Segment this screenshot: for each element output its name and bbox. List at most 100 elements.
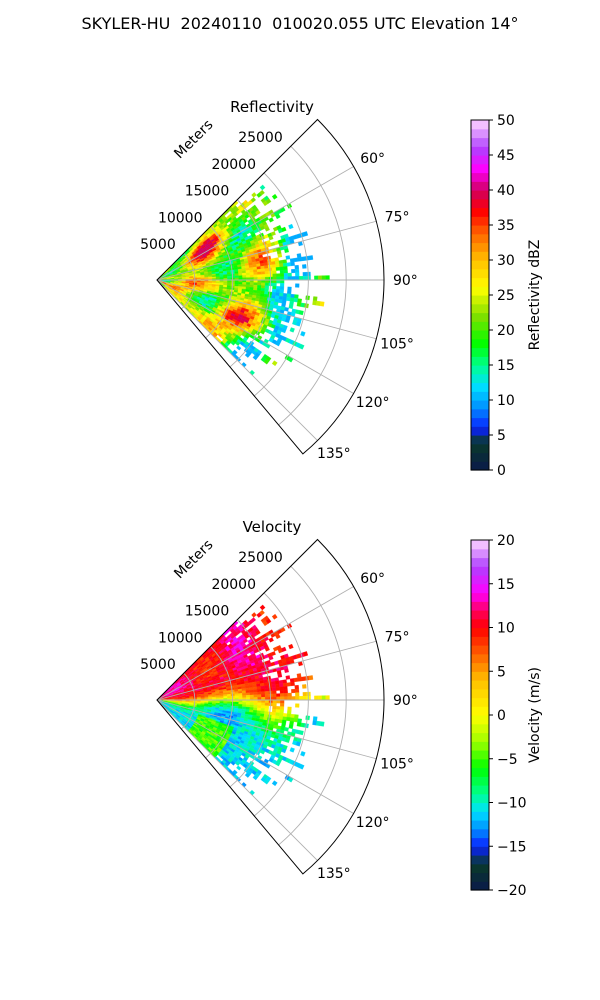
data-cell	[257, 705, 262, 709]
data-cell	[272, 276, 277, 281]
data-cell	[289, 258, 295, 263]
data-cell	[285, 675, 291, 680]
theta-tick-label: 105°	[380, 756, 414, 772]
data-cell	[288, 304, 294, 309]
panel-title: Velocity	[243, 518, 302, 536]
data-field	[158, 184, 330, 376]
data-cell	[302, 684, 307, 689]
data-cell	[261, 274, 266, 278]
range-tick-label: 5000	[140, 237, 176, 253]
theta-tick-label: 60°	[360, 571, 385, 587]
data-cell	[284, 307, 289, 312]
data-cell	[298, 730, 304, 736]
data-cell	[257, 702, 262, 706]
colorbar-segment	[471, 820, 489, 830]
data-cell	[253, 269, 258, 273]
data-cell	[302, 692, 307, 697]
data-cell	[290, 681, 295, 687]
data-cell	[270, 231, 276, 236]
data-cell	[271, 780, 278, 787]
colorbar-segment	[471, 347, 489, 357]
data-cell	[302, 275, 307, 281]
colorbar-segment	[471, 400, 489, 410]
data-cell	[264, 265, 269, 269]
data-cell	[277, 673, 283, 678]
data-cell	[272, 693, 277, 698]
data-cell	[253, 284, 258, 289]
data-cell	[275, 263, 280, 268]
colorbar-segment	[471, 610, 489, 620]
data-cell	[257, 271, 262, 275]
data-cell	[286, 293, 292, 298]
data-cell	[242, 695, 247, 698]
data-cell	[286, 262, 292, 267]
data-cell	[249, 369, 255, 376]
colorbar-segment	[471, 172, 489, 182]
data-cell	[278, 679, 284, 685]
data-cell	[275, 686, 281, 691]
data-cell	[276, 706, 281, 710]
colorbar-segment	[471, 268, 489, 279]
colorbar-label: Velocity (m/s)	[527, 667, 543, 763]
colorbar-segment	[471, 618, 489, 629]
data-cell	[253, 282, 258, 286]
data-cell	[290, 713, 295, 719]
colorbar-segment	[471, 846, 489, 856]
data-cell	[295, 703, 300, 708]
data-cell	[294, 264, 299, 270]
colorbar-segment	[471, 872, 489, 882]
data-cell	[302, 231, 309, 237]
colorbar-segment	[471, 548, 489, 559]
data-cell	[276, 286, 281, 290]
data-cell	[279, 286, 285, 291]
range-tick-label: 10000	[158, 630, 203, 646]
data-cell	[234, 701, 239, 705]
data-cell	[261, 282, 266, 286]
data-cell	[271, 708, 277, 713]
data-cell	[226, 694, 232, 697]
data-cell	[281, 226, 287, 232]
data-cell	[259, 604, 266, 611]
colorbar-segment	[471, 636, 489, 646]
data-cell	[290, 261, 295, 267]
data-cell	[288, 643, 294, 650]
data-cell	[259, 184, 266, 191]
data-cell	[260, 705, 266, 709]
colorbar-segment	[471, 190, 489, 200]
data-cell	[234, 281, 239, 285]
data-cell	[308, 255, 314, 261]
data-cell	[294, 684, 299, 690]
colorbar-tick-label: 0	[497, 463, 506, 479]
data-cell	[264, 268, 269, 272]
range-tick-label: 5000	[140, 657, 176, 673]
data-cell	[293, 677, 299, 683]
data-cell	[275, 289, 281, 294]
data-cell	[312, 716, 318, 722]
data-cell	[245, 270, 250, 274]
colorbar-segment	[471, 338, 489, 349]
data-cell	[272, 696, 277, 701]
colorbar-segment	[471, 373, 489, 384]
data-cell	[276, 693, 281, 698]
data-cell	[286, 296, 291, 302]
data-cell	[272, 705, 277, 710]
theta-tick-label: 60°	[360, 151, 385, 167]
colorbar-segment	[471, 146, 489, 156]
data-cell	[257, 274, 262, 278]
data-cell	[287, 706, 292, 711]
data-cell	[275, 683, 280, 688]
data-cell	[291, 268, 296, 274]
colorbar-tick-label: 5	[497, 664, 506, 680]
data-cell	[242, 275, 247, 278]
data-cell	[264, 226, 270, 232]
data-cell	[272, 279, 277, 284]
range-tick-label: 15000	[185, 184, 230, 200]
colorbar-segment	[471, 785, 489, 795]
colorbar-segment	[471, 330, 489, 340]
data-cell	[312, 296, 318, 302]
data-cell	[287, 290, 292, 295]
data-cell	[261, 694, 266, 698]
data-cell	[238, 701, 243, 705]
data-cell	[268, 235, 274, 241]
data-cell	[215, 276, 220, 279]
